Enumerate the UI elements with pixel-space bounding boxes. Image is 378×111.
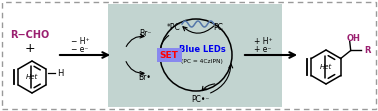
- Text: R: R: [365, 46, 371, 55]
- Text: Het: Het: [26, 74, 38, 80]
- Text: (PC = 4CzIPN): (PC = 4CzIPN): [181, 58, 223, 63]
- Bar: [108, 4, 282, 107]
- Text: − e⁻: − e⁻: [71, 46, 89, 55]
- Text: Br•: Br•: [139, 72, 152, 81]
- Text: OH: OH: [347, 34, 361, 43]
- Text: − H⁺: − H⁺: [71, 37, 89, 46]
- Text: Br⁻: Br⁻: [139, 29, 151, 38]
- Text: H: H: [57, 68, 64, 77]
- Text: SET: SET: [160, 51, 178, 60]
- Text: Het: Het: [320, 64, 332, 70]
- Text: *PC: *PC: [167, 23, 181, 32]
- Text: PC: PC: [213, 23, 223, 32]
- Text: + e⁻: + e⁻: [254, 46, 272, 55]
- Text: +: +: [25, 43, 35, 56]
- Text: R−CHO: R−CHO: [10, 30, 50, 40]
- Text: PC•⁻: PC•⁻: [191, 94, 209, 103]
- Text: Blue LEDs: Blue LEDs: [179, 46, 225, 55]
- FancyBboxPatch shape: [156, 49, 181, 62]
- Text: + H⁺: + H⁺: [254, 37, 272, 46]
